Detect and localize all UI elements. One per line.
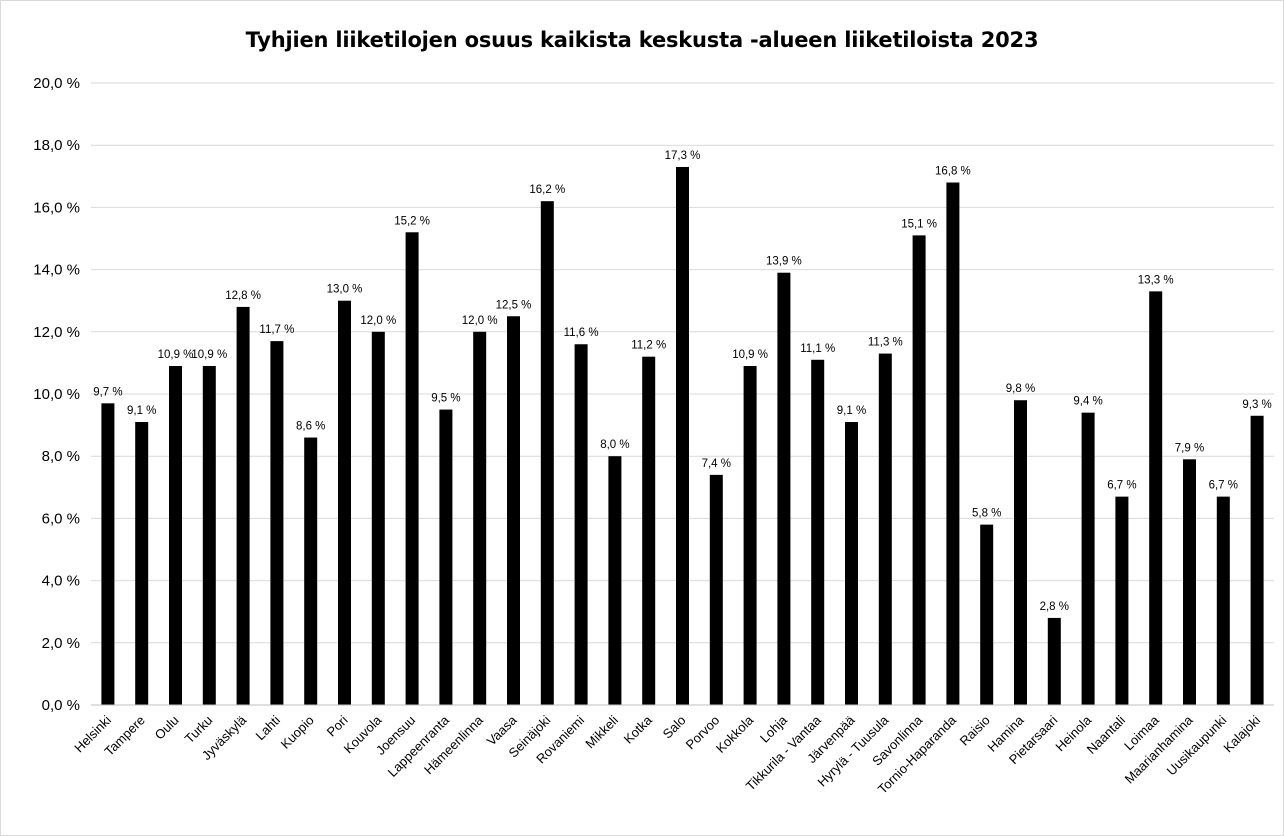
- y-tick-label: 14,0 %: [33, 262, 80, 279]
- data-label: 8,6 %: [296, 421, 325, 433]
- bar: [439, 409, 453, 705]
- data-label: 11,6 %: [564, 327, 599, 339]
- bar: [1115, 496, 1129, 705]
- data-labels: 9,7 %9,1 %10,9 %10,9 %12,8 %11,7 %8,6 %1…: [93, 150, 1272, 613]
- x-category-label: Oulu: [152, 713, 182, 743]
- bar: [1014, 400, 1027, 705]
- data-label: 11,1 %: [800, 343, 835, 355]
- bar: [304, 437, 318, 705]
- y-tick-label: 6,0 %: [42, 510, 80, 527]
- data-label: 16,8 %: [935, 166, 971, 178]
- data-label: 8,0 %: [600, 439, 629, 451]
- bar: [338, 300, 351, 705]
- y-tick-label: 12,0 %: [33, 324, 80, 341]
- y-tick-label: 2,0 %: [42, 635, 80, 652]
- bar: [202, 366, 216, 705]
- data-label: 13,3 %: [1138, 274, 1174, 286]
- bar: [101, 403, 115, 705]
- x-category-label: Naantali: [1084, 712, 1128, 756]
- x-category-label: Lahti: [252, 712, 283, 743]
- data-label: 15,1 %: [901, 218, 937, 230]
- y-tick-label: 0,0 %: [42, 697, 80, 714]
- bar: [1250, 415, 1264, 705]
- data-label: 9,7 %: [93, 386, 122, 398]
- y-tick-label: 8,0 %: [42, 448, 80, 465]
- x-category-label: Uusikaupunki: [1164, 712, 1230, 778]
- data-label: 9,5 %: [431, 393, 460, 405]
- y-tick-label: 20,0 %: [33, 75, 80, 92]
- data-label: 12,5 %: [496, 299, 532, 311]
- data-label: 5,8 %: [972, 508, 1001, 520]
- y-tick-label: 18,0 %: [33, 137, 80, 154]
- data-label: 6,7 %: [1209, 480, 1238, 492]
- x-category-label: Salo: [660, 713, 689, 742]
- y-tick-label: 10,0 %: [33, 386, 80, 403]
- data-label: 6,7 %: [1107, 480, 1136, 492]
- data-label: 11,7 %: [259, 324, 294, 336]
- x-category-label: Kotka: [621, 712, 656, 747]
- data-label: 12,8 %: [225, 290, 261, 302]
- data-label: 9,8 %: [1006, 383, 1035, 395]
- bar: [709, 474, 723, 705]
- bar: [405, 232, 419, 705]
- bar: [1149, 291, 1163, 705]
- data-label: 9,3 %: [1242, 399, 1271, 411]
- bar: [1183, 459, 1196, 705]
- data-label: 7,4 %: [702, 458, 731, 470]
- bar: [1216, 496, 1230, 705]
- bar: [236, 306, 250, 705]
- data-label: 10,9 %: [191, 349, 227, 361]
- data-label: 11,2 %: [631, 340, 666, 352]
- bar: [777, 272, 791, 705]
- x-category-label: Kalajoki: [1220, 712, 1263, 755]
- bar: [980, 524, 994, 705]
- y-axis-ticks: 0,0 % 2,0 % 4,0 % 6,0 % 8,0 % 10,0 % 12,0 % 14,…: [33, 75, 80, 714]
- data-label: 2,8 %: [1040, 601, 1069, 613]
- x-category-label: Mikkeli: [582, 712, 621, 751]
- bar: [1047, 617, 1061, 705]
- data-label: 9,4 %: [1073, 396, 1102, 408]
- bar: [135, 421, 149, 705]
- data-label: 11,3 %: [868, 337, 903, 349]
- x-category-label: Pori: [324, 712, 351, 739]
- data-label: 12,0 %: [462, 315, 498, 327]
- bar: [878, 353, 892, 705]
- bar: [540, 201, 554, 705]
- bar: [676, 166, 689, 706]
- data-label: 10,9 %: [732, 349, 768, 361]
- x-category-label: Kokkola: [713, 712, 757, 756]
- data-label: 17,3 %: [665, 150, 701, 162]
- bar: [608, 456, 622, 705]
- data-label: 10,9 %: [158, 349, 194, 361]
- bar: [811, 359, 825, 705]
- bar: [574, 344, 588, 705]
- bar: [507, 316, 520, 705]
- data-label: 9,1 %: [127, 405, 156, 417]
- y-tick-label: 4,0 %: [42, 573, 80, 590]
- bar: [743, 366, 757, 705]
- bar: [642, 356, 656, 705]
- data-label: 7,9 %: [1175, 442, 1204, 454]
- bar: [912, 235, 926, 705]
- bar: [1081, 412, 1095, 705]
- data-label: 12,0 %: [360, 315, 396, 327]
- data-label: 9,1 %: [837, 405, 866, 417]
- bar: [473, 331, 487, 705]
- bar: [845, 421, 858, 705]
- data-label: 13,0 %: [327, 284, 363, 296]
- x-category-label: Kuopio: [278, 713, 317, 752]
- data-label: 13,9 %: [766, 256, 802, 268]
- y-tick-label: 16,0 %: [33, 199, 80, 216]
- bar: [946, 182, 960, 705]
- bars: [101, 166, 1264, 706]
- bar: [270, 341, 284, 705]
- data-label: 16,2 %: [529, 184, 565, 196]
- bar: [371, 331, 385, 705]
- bar: [169, 366, 182, 705]
- data-label: 15,2 %: [394, 215, 430, 227]
- chart-title: Tyhjien liiketilojen osuus kaikista kesk…: [245, 28, 1039, 52]
